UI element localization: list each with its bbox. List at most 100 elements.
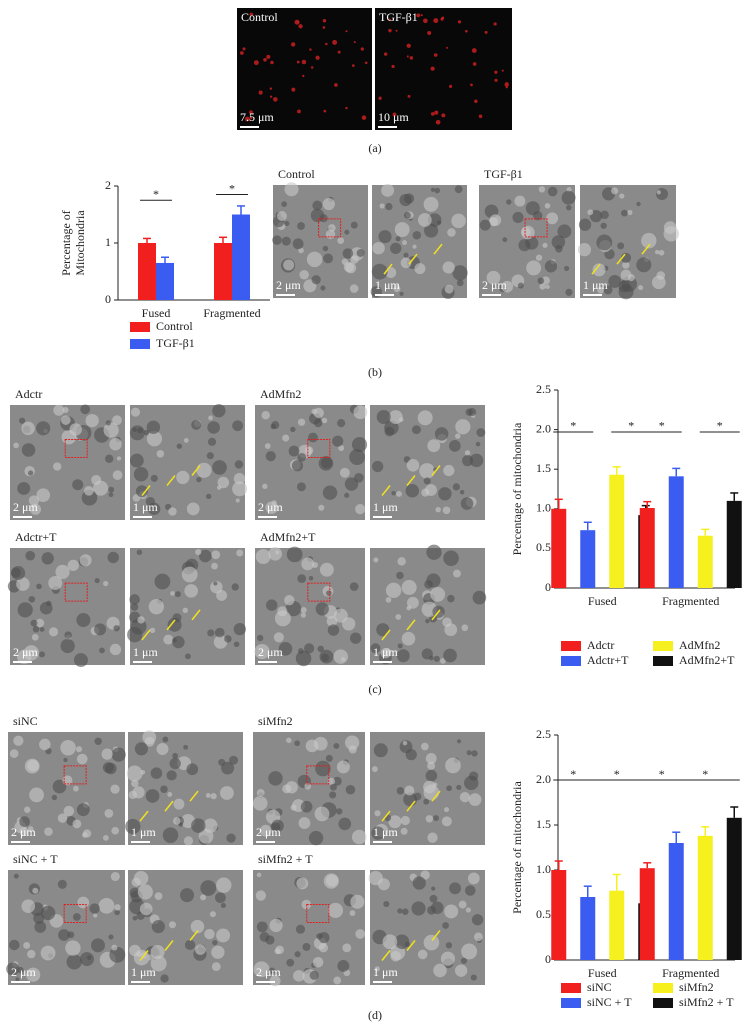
texture	[108, 492, 114, 498]
texture	[207, 437, 217, 446]
texture	[423, 18, 428, 24]
texture	[249, 116, 253, 119]
texture	[172, 752, 179, 759]
zoom-box	[524, 218, 548, 238]
texture	[427, 832, 438, 843]
texture	[397, 557, 406, 566]
texture	[636, 257, 652, 273]
zoom-box	[318, 218, 342, 238]
texture	[266, 54, 271, 59]
significance-label: *	[717, 419, 723, 433]
texture	[350, 894, 365, 909]
texture	[154, 573, 171, 590]
texture	[29, 787, 44, 803]
texture	[360, 47, 364, 51]
x-tick-label: Fragmented	[662, 966, 719, 980]
texture	[135, 485, 148, 498]
texture	[184, 653, 191, 660]
significance-label: *	[659, 419, 665, 433]
y-tick-label: 0.5	[536, 907, 551, 921]
texture	[433, 815, 439, 822]
arrow	[383, 263, 393, 275]
texture	[345, 785, 356, 795]
texture	[255, 890, 267, 901]
arrow	[433, 243, 443, 255]
texture	[407, 94, 411, 98]
texture	[282, 434, 290, 442]
texture	[281, 236, 291, 246]
texture	[313, 407, 324, 419]
texture	[465, 408, 473, 416]
arrow	[189, 790, 199, 802]
texture	[517, 282, 524, 289]
texture	[278, 641, 293, 656]
texture	[344, 229, 350, 235]
texture	[91, 474, 102, 485]
texture	[242, 47, 246, 51]
bar	[639, 868, 655, 960]
zoom-box	[64, 439, 88, 458]
y-tick-label: 2.5	[536, 382, 551, 396]
texture	[210, 793, 217, 800]
zoom-box	[307, 439, 331, 458]
texture	[286, 737, 292, 744]
texture	[103, 422, 119, 438]
zoom-box	[307, 582, 331, 602]
texture	[374, 810, 381, 817]
texture	[409, 56, 414, 60]
texture	[258, 90, 263, 95]
texture	[621, 209, 628, 217]
texture	[57, 879, 67, 889]
texture	[112, 415, 122, 426]
texture	[212, 939, 218, 946]
texture	[150, 767, 163, 779]
texture	[143, 429, 150, 436]
texture	[220, 902, 226, 909]
texture	[351, 64, 355, 68]
y-tick-label: 0.5	[536, 540, 551, 554]
texture	[406, 596, 419, 609]
texture	[73, 653, 88, 668]
texture	[300, 612, 307, 618]
texture	[133, 467, 149, 482]
texture	[425, 753, 437, 764]
texture	[103, 580, 109, 587]
texture	[252, 796, 268, 811]
texture	[564, 265, 570, 271]
scale-label: 1 μm	[583, 278, 608, 292]
texture	[156, 742, 169, 756]
texture	[350, 221, 358, 229]
texture	[430, 586, 446, 602]
image-title: Control	[278, 167, 315, 181]
texture	[442, 506, 451, 515]
texture	[434, 427, 449, 441]
texture	[618, 280, 631, 293]
texture	[63, 805, 75, 817]
texture	[345, 30, 348, 33]
texture	[433, 18, 439, 24]
texture	[283, 259, 295, 271]
texture	[431, 886, 436, 891]
texture	[72, 479, 84, 491]
texture	[445, 757, 461, 774]
texture	[641, 232, 657, 249]
x-tick-label: Fused	[588, 594, 617, 608]
texture	[221, 761, 235, 775]
texture	[342, 248, 354, 259]
texture	[67, 931, 75, 939]
legend-swatch	[130, 322, 150, 332]
texture	[425, 769, 438, 782]
texture	[163, 634, 174, 645]
zoom-box	[306, 904, 330, 923]
arrow	[139, 810, 149, 822]
significance-label: *	[702, 767, 708, 781]
scale-label: 1 μm	[131, 965, 156, 979]
scale-label: 2 μm	[276, 278, 301, 292]
texture	[256, 634, 264, 642]
texture	[663, 226, 679, 242]
texture	[137, 616, 145, 624]
texture	[465, 907, 471, 913]
texture	[269, 975, 281, 987]
texture	[421, 488, 430, 497]
y-tick-label: 2.5	[536, 727, 551, 741]
